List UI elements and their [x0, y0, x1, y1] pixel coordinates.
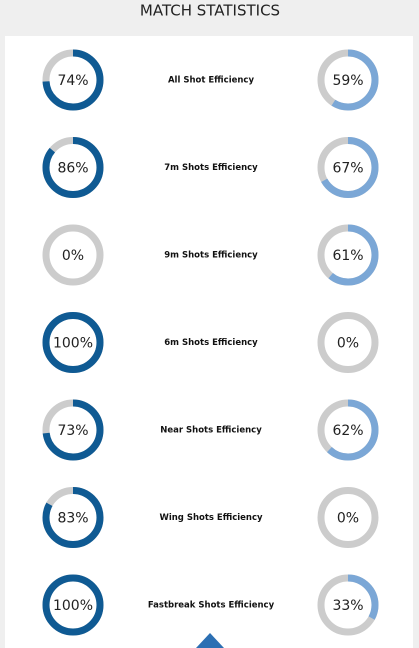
- donut-value: 33%: [332, 598, 363, 614]
- donut-track: [317, 312, 379, 373]
- donut-arc: [42, 487, 104, 548]
- stat-label: 7m Shots Efficiency: [164, 163, 258, 173]
- stat-label: 9m Shots Efficiency: [164, 251, 258, 261]
- stat-label: Fastbreak Shots Efficiency: [148, 601, 275, 611]
- stat-label: 6m Shots Efficiency: [164, 338, 258, 348]
- donut-value: 59%: [332, 73, 363, 89]
- scroll-arrow[interactable]: [196, 633, 224, 648]
- donut-value: 0%: [337, 511, 359, 527]
- donut-value: 67%: [332, 161, 363, 177]
- donut-value: 61%: [332, 248, 363, 264]
- donut-value: 83%: [57, 511, 88, 527]
- donut-arc: [317, 137, 379, 198]
- donut-arc: [42, 312, 104, 373]
- donut-value: 62%: [332, 423, 363, 439]
- donut-arc: [317, 399, 379, 461]
- donut-arc: [317, 574, 379, 636]
- stat-label: All Shot Efficiency: [168, 76, 254, 86]
- stat-label: Near Shots Efficiency: [160, 426, 262, 436]
- donut-arc: [42, 574, 104, 636]
- title: MATCH STATISTICS: [140, 2, 280, 20]
- donut-arc: [42, 399, 104, 461]
- donut-arc: [317, 224, 379, 286]
- donut-value: 0%: [337, 336, 359, 352]
- donut-value: 74%: [57, 73, 88, 89]
- stat-label: Wing Shots Efficiency: [159, 513, 263, 523]
- donut-value: 100%: [53, 598, 93, 614]
- donut-arc: [42, 137, 104, 198]
- donut-value: 0%: [62, 248, 84, 264]
- donut-track: [42, 224, 104, 286]
- donut-arc: [42, 49, 104, 111]
- donut-value: 73%: [57, 423, 88, 439]
- donut-arc: [317, 49, 379, 111]
- donut-track: [317, 487, 379, 548]
- donut-value: 100%: [53, 336, 93, 352]
- donut-value: 86%: [57, 161, 88, 177]
